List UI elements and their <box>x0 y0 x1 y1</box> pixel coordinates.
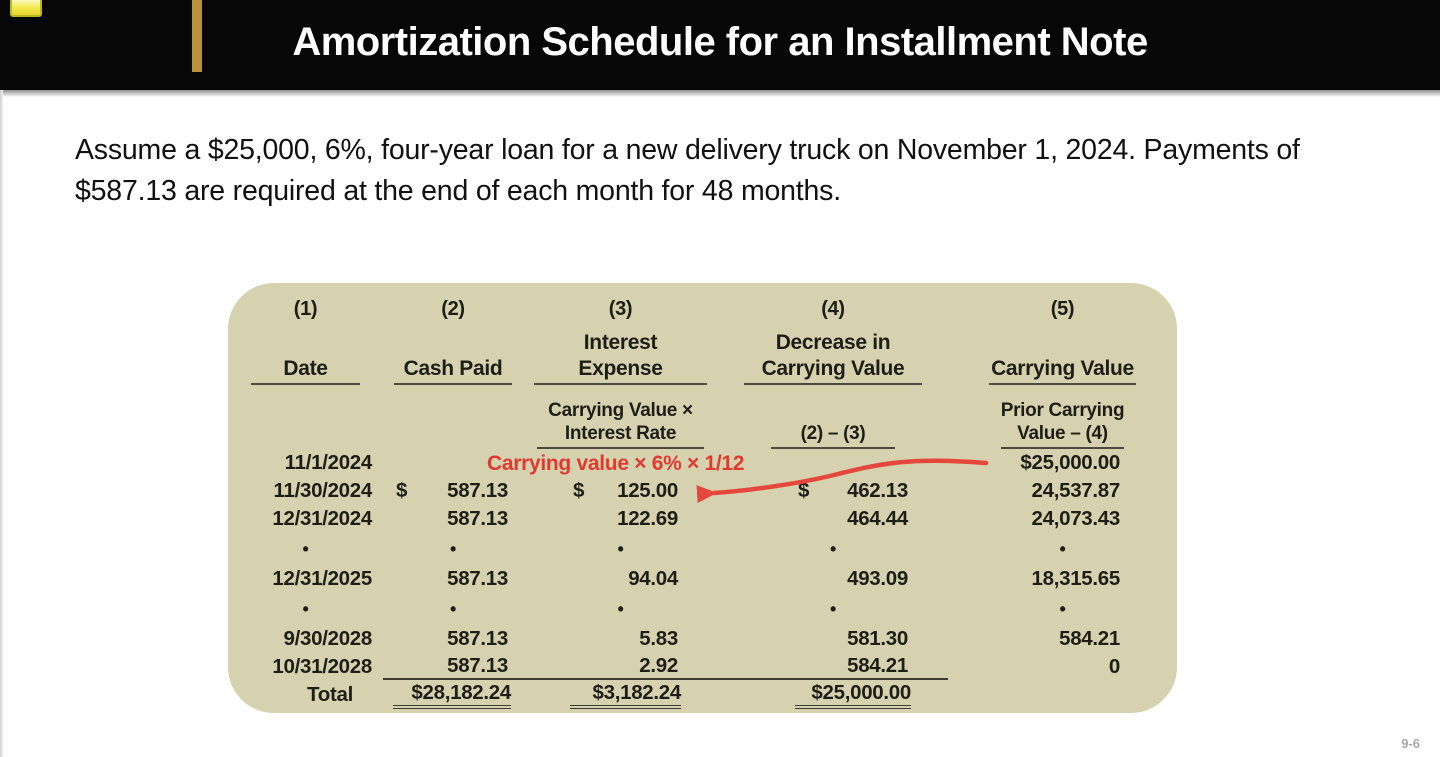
table-row: 11/1/2024 $25,000.00 <box>228 449 1177 477</box>
cell-carrying-value: 584.21 <box>1059 627 1120 650</box>
cell-decrease: 464.44 <box>847 507 908 530</box>
subheader-date-empty <box>228 385 383 449</box>
total-interest-expense: $3,182.24 <box>570 681 681 709</box>
cell-carrying-value: 24,073.43 <box>1031 507 1121 530</box>
cell-carrying-value: 18,315.65 <box>1031 567 1121 590</box>
cell-cash-paid: 587.13 <box>447 479 508 502</box>
subheader-cash-empty <box>383 385 523 449</box>
gold-accent-bar <box>192 0 202 72</box>
cell-date: 11/30/2024 <box>273 479 373 502</box>
table-row: 12/31/2024 587.13 122.69 464.44 24,073.4… <box>228 505 1177 533</box>
sticky-note-icon <box>10 0 42 17</box>
table-row: 10/31/2028 587.13 2.92 584.21 0 <box>228 653 1177 681</box>
col-number-2: (2) <box>441 297 465 320</box>
amortization-table: (1) (2) (3) (4) (5) Date Cash Paid Inter… <box>228 283 1177 713</box>
header-cash-paid: Cash Paid <box>383 323 523 385</box>
cell-carrying-value: $25,000.00 <box>1020 451 1120 474</box>
column-number-row: (1) (2) (3) (4) (5) <box>228 295 1177 323</box>
page-number: 9-6 <box>1401 736 1420 751</box>
cell-carrying-value: 0 <box>1108 655 1120 678</box>
ellipsis-row: • • • • • <box>302 538 1066 559</box>
cell-cash-paid: 587.13 <box>447 627 508 650</box>
cell-interest: 5.83 <box>639 627 678 650</box>
cell-carrying-value: 24,537.87 <box>1031 479 1121 502</box>
table-row: 11/30/2024 $587.13 $125.00 $462.13 24,53… <box>228 477 1177 505</box>
col-number-1: (1) <box>293 297 318 320</box>
ellipsis-row: • • • • • <box>302 598 1066 619</box>
header-interest-expense: Interest Expense <box>523 323 718 385</box>
cell-decrease: 462.13 <box>847 479 908 502</box>
total-decrease-carrying: $25,000.00 <box>795 681 911 709</box>
cell-cash-paid: 587.13 <box>447 654 508 677</box>
header-carrying-value: Carrying Value <box>948 323 1177 385</box>
total-label: Total <box>307 683 353 706</box>
cell-date: 11/1/2024 <box>284 451 373 474</box>
cell-date: 9/30/2028 <box>283 627 373 650</box>
cell-decrease: 581.30 <box>847 627 908 650</box>
subheader-carrying-formula: Prior Carrying Value – (4) <box>948 385 1177 449</box>
header-date: Date <box>228 323 383 385</box>
cell-interest: 122.69 <box>617 507 678 530</box>
header-row: Date Cash Paid Interest Expense Decrease… <box>228 323 1177 385</box>
slide-edge-divider <box>0 90 3 757</box>
cell-date: 12/31/2025 <box>272 567 372 590</box>
slide-title: Amortization Schedule for an Installment… <box>292 20 1148 64</box>
table-row: 9/30/2028 587.13 5.83 581.30 584.21 <box>228 625 1177 653</box>
col-number-3: (3) <box>608 297 633 320</box>
total-cash-paid: $28,182.24 <box>393 681 511 709</box>
col-number-4: (4) <box>821 297 845 320</box>
cell-interest: 125.00 <box>617 479 678 502</box>
intro-paragraph: Assume a $25,000, 6%, four-year loan for… <box>75 134 1300 208</box>
title-banner: Amortization Schedule for an Installment… <box>0 0 1440 97</box>
col-number-5: (5) <box>1050 297 1075 320</box>
cell-cash-paid: 587.13 <box>447 567 508 590</box>
cell-decrease: 493.09 <box>847 567 908 590</box>
cell-cash-paid: 587.13 <box>447 507 508 530</box>
cell-interest: 94.04 <box>628 567 678 590</box>
subheader-row: Carrying Value × Interest Rate (2) – (3)… <box>228 385 1177 449</box>
subheader-interest-formula: Carrying Value × Interest Rate <box>523 385 718 449</box>
cell-date: 10/31/2028 <box>272 655 372 678</box>
cell-interest: 2.92 <box>639 654 678 677</box>
interest-formula-annotation: Carrying value × 6% × 1/12 <box>487 452 745 475</box>
total-row: Total $28,182.24 $3,182.24 $25,000.00 <box>228 681 1177 709</box>
header-decrease-carrying: Decrease in Carrying Value <box>718 323 948 385</box>
cell-decrease: 584.21 <box>847 654 908 677</box>
table-row: 12/31/2025 587.13 94.04 493.09 18,315.65 <box>228 565 1177 593</box>
cell-date: 12/31/2024 <box>272 507 372 530</box>
subheader-decrease-formula: (2) – (3) <box>718 385 948 449</box>
